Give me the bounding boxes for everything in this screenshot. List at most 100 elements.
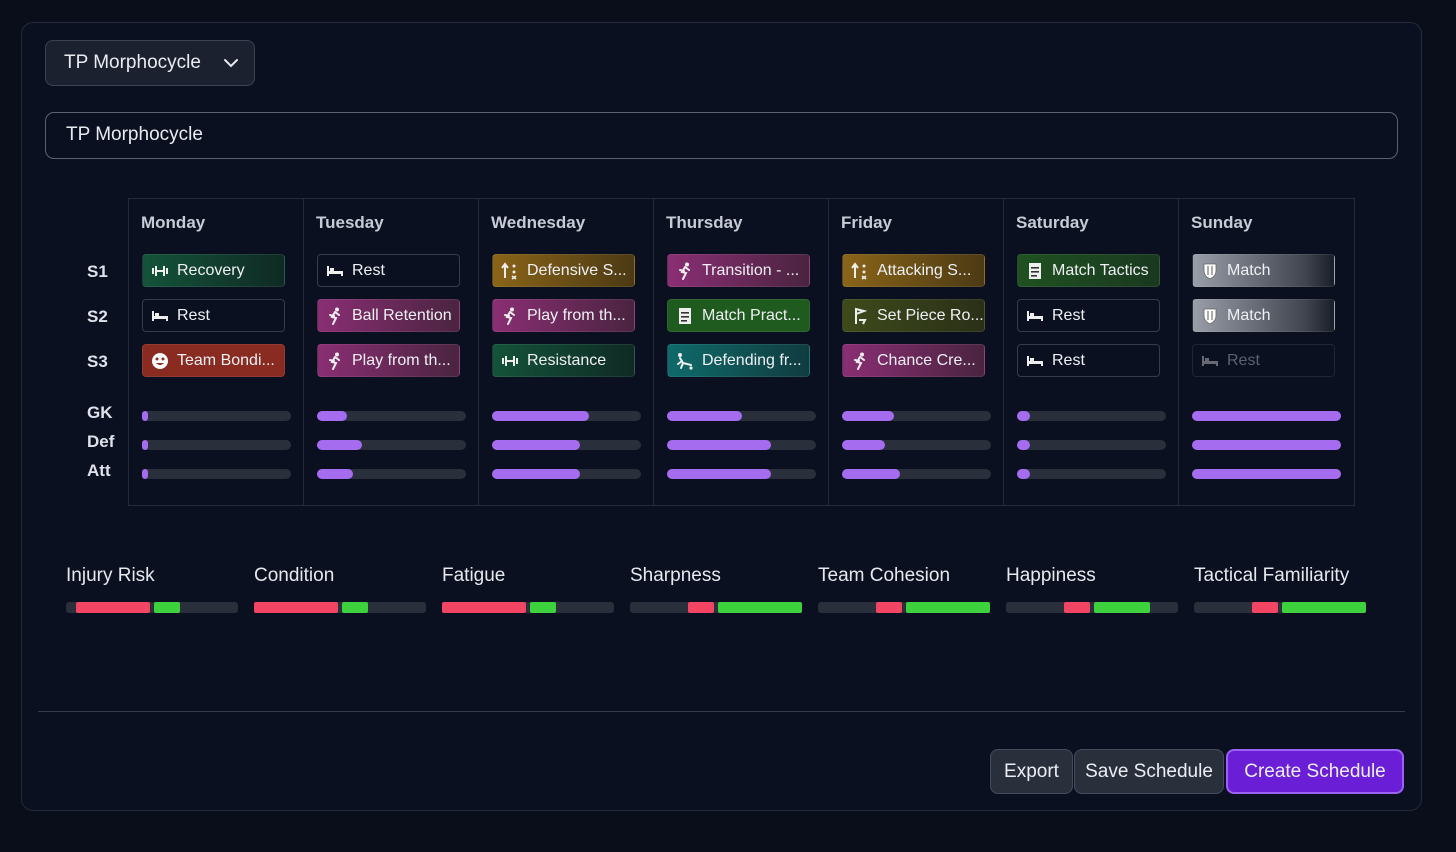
metric-tactical-familiarity: Tactical Familiarity <box>1194 565 1366 613</box>
load-bar-def <box>317 440 466 450</box>
day-name: Friday <box>841 213 893 232</box>
session-card-s2[interactable]: Play from th... <box>492 299 635 332</box>
load-bar-fill-gk <box>492 411 589 421</box>
run-icon <box>326 307 344 325</box>
bed-icon <box>1201 352 1219 370</box>
metric-segment-red <box>1064 602 1091 613</box>
session-label: Defending fr... <box>702 351 802 369</box>
session-card-s3[interactable]: Rest <box>1192 344 1335 377</box>
metric-segment-green <box>905 602 990 613</box>
load-bar-gk <box>1192 411 1341 421</box>
session-card-s2[interactable]: Set Piece Ro... <box>842 299 985 332</box>
metric-happiness: Happiness <box>1006 565 1178 613</box>
footer-divider <box>38 711 1405 712</box>
session-card-s3[interactable]: Chance Cre... <box>842 344 985 377</box>
metric-segment-red <box>76 602 151 613</box>
day-column-tuesday: Tuesday Rest Ball Retention Play from th... <box>304 199 479 505</box>
session-card-s1[interactable]: Rest <box>317 254 460 287</box>
export-button[interactable]: Export <box>990 749 1073 794</box>
load-bar-fill-def <box>317 440 362 450</box>
load-bar-def <box>1192 440 1341 450</box>
metric-bar <box>630 602 802 613</box>
session-card-s3[interactable]: Play from th... <box>317 344 460 377</box>
load-bar-att <box>1192 469 1341 479</box>
schedule-select[interactable]: TP Morphocycle <box>45 40 255 86</box>
load-bar-att <box>1017 469 1166 479</box>
session-card-s1[interactable]: Defensive S... <box>492 254 635 287</box>
session-card-s1[interactable]: Transition - ... <box>667 254 810 287</box>
day-name: Tuesday <box>316 213 384 232</box>
session-card-s2[interactable]: Rest <box>1017 299 1160 332</box>
load-bar-fill-att <box>1192 469 1341 479</box>
bed-icon <box>326 262 344 280</box>
load-bar-fill-def <box>1017 440 1031 450</box>
row-label-def: Def <box>87 432 115 451</box>
metric-bar <box>1194 602 1366 613</box>
load-bar-def <box>142 440 291 450</box>
tactics-icon <box>501 261 519 280</box>
metric-segment-red <box>876 602 903 613</box>
sheet-icon <box>1026 262 1044 280</box>
row-label-gk: GK <box>87 403 113 422</box>
day-name: Wednesday <box>491 213 586 232</box>
dumbbell-icon <box>501 352 519 370</box>
load-bar-fill-def <box>142 440 148 450</box>
session-label: Play from th... <box>352 351 451 369</box>
session-card-s2[interactable]: Ball Retention <box>317 299 460 332</box>
load-bar-fill-def <box>492 440 580 450</box>
create-schedule-button[interactable]: Create Schedule <box>1226 749 1404 794</box>
week-grid: Monday Recovery Rest Team Bondi... Tuesday Re… <box>128 198 1355 506</box>
load-bar-gk <box>842 411 991 421</box>
day-name: Saturday <box>1016 213 1089 232</box>
day-column-friday: Friday Attacking S... Set Piece Ro... Chanc… <box>829 199 1004 505</box>
session-label: Team Bondi... <box>177 351 275 369</box>
metric-bar <box>442 602 614 613</box>
session-label: Resistance <box>527 351 607 369</box>
metric-name: Injury Risk <box>66 565 155 586</box>
day-column-wednesday: Wednesday Defensive S... Play from th... Re… <box>479 199 654 505</box>
session-label: Match Tactics <box>1052 261 1149 279</box>
session-card-s1[interactable]: Match <box>1192 254 1335 287</box>
save-schedule-button[interactable]: Save Schedule <box>1074 749 1224 794</box>
session-card-s3[interactable]: Defending fr... <box>667 344 810 377</box>
run-icon <box>851 352 869 370</box>
row-label-att: Att <box>87 461 111 480</box>
schedule-select-label: TP Morphocycle <box>64 52 201 73</box>
run-icon <box>501 307 519 325</box>
run-icon <box>676 262 694 280</box>
session-card-s2[interactable]: Rest <box>142 299 285 332</box>
sheet-icon <box>676 307 694 325</box>
load-bar-gk <box>492 411 641 421</box>
session-card-s1[interactable]: Attacking S... <box>842 254 985 287</box>
metric-segment-green <box>717 602 802 613</box>
day-column-thursday: Thursday Transition - ... Match Pract... De… <box>654 199 829 505</box>
dumbbell-icon <box>151 262 169 280</box>
load-bar-def <box>1017 440 1166 450</box>
session-card-s1[interactable]: Match Tactics <box>1017 254 1160 287</box>
metric-name: Fatigue <box>442 565 506 586</box>
metric-bar <box>254 602 426 613</box>
row-label-s3: S3 <box>87 352 108 371</box>
load-bar-att <box>667 469 816 479</box>
session-card-s2[interactable]: Match <box>1192 299 1335 332</box>
load-bar-fill-att <box>842 469 901 479</box>
session-card-s3[interactable]: Resistance <box>492 344 635 377</box>
session-card-s3[interactable]: Team Bondi... <box>142 344 285 377</box>
metric-bar <box>818 602 990 613</box>
load-bar-def <box>842 440 991 450</box>
session-label: Rest <box>352 261 385 279</box>
session-label: Rest <box>1052 351 1085 369</box>
session-card-s2[interactable]: Match Pract... <box>667 299 810 332</box>
metric-bar <box>66 602 238 613</box>
session-label: Match Pract... <box>702 306 801 324</box>
row-label-s1: S1 <box>87 262 108 281</box>
day-name: Thursday <box>666 213 743 232</box>
schedule-name-input[interactable]: TP Morphocycle <box>45 112 1398 159</box>
session-label: Recovery <box>177 261 245 279</box>
session-card-s1[interactable]: Recovery <box>142 254 285 287</box>
bed-icon <box>1026 352 1044 370</box>
shield-icon <box>1201 262 1219 280</box>
load-bar-fill-att <box>1017 469 1031 479</box>
metric-fatigue: Fatigue <box>442 565 614 613</box>
session-card-s3[interactable]: Rest <box>1017 344 1160 377</box>
